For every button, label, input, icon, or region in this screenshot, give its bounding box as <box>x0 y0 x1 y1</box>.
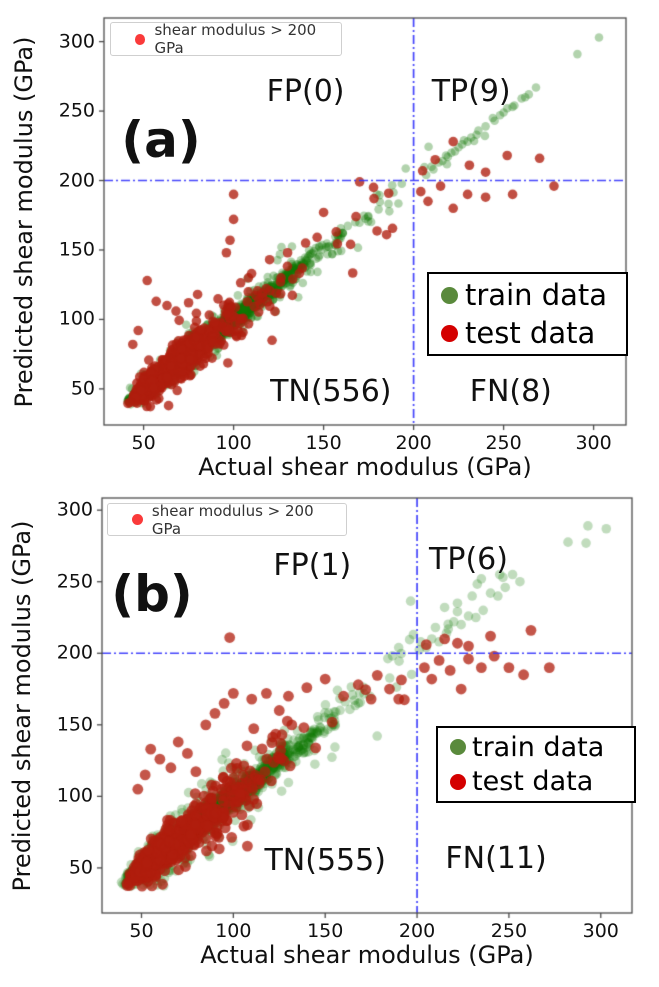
y-tick-label-a-5: 300 <box>58 30 95 53</box>
y-tick-label-b-2: 150 <box>56 713 93 736</box>
quadrant-label-fp-b: FP(1) <box>273 547 352 583</box>
panel-label-a: (a) <box>121 111 201 169</box>
quadrant-label-fp-a: FP(0) <box>266 73 345 109</box>
x-tick-label-a-0: 50 <box>131 432 156 454</box>
legend-a: train data test data <box>427 272 628 356</box>
x-tick-label-b-1: 100 <box>215 920 252 942</box>
y-axis-label-b: Predicted shear modulus (GPa) <box>8 520 36 891</box>
y-tick-label-b-3: 200 <box>56 641 93 664</box>
top-legend-b: shear modulus > 200 GPa <box>107 501 347 538</box>
x-axis-label-b: Actual shear modulus (GPa) <box>200 941 534 969</box>
y-tick-label-a-1: 100 <box>58 307 95 330</box>
x-tick-label-a-2: 150 <box>305 432 342 454</box>
top-legend-label: shear modulus > 200 GPa <box>151 501 314 538</box>
test-marker-icon <box>441 324 458 342</box>
quadrant-label-tn-a: TN(556) <box>270 373 392 409</box>
top-legend-label: shear modulus > 200 GPa <box>154 21 317 57</box>
train-marker-icon <box>441 286 458 304</box>
quadrant-label-tn-b: TN(555) <box>264 842 386 878</box>
x-tick-label-b-3: 200 <box>398 920 436 942</box>
y-tick-label-b-0: 50 <box>68 856 93 879</box>
x-tick-label-a-3: 200 <box>395 432 432 454</box>
x-tick-label-a-5: 300 <box>575 432 612 454</box>
y-tick-label-a-3: 200 <box>58 169 95 192</box>
threshold-marker-icon <box>132 514 143 525</box>
quadrant-label-fn-b: FN(11) <box>445 841 547 877</box>
x-tick-label-b-0: 50 <box>129 920 154 942</box>
y-tick-label-b-4: 250 <box>56 570 93 593</box>
x-tick-label-b-5: 300 <box>582 920 619 942</box>
train-marker-icon <box>450 739 466 756</box>
y-tick-label-a-0: 50 <box>70 377 95 400</box>
legend-item-test-a: test data <box>429 316 626 350</box>
legend-item-label: test data <box>472 766 594 798</box>
test-marker-icon <box>450 773 466 790</box>
quadrant-label-tp-a: TP(9) <box>431 73 511 109</box>
x-tick-label-a-4: 250 <box>485 432 522 454</box>
top-legend-a: shear modulus > 200 GPa <box>110 21 342 57</box>
legend-b: train data test data <box>436 726 636 803</box>
x-tick-label-b-2: 150 <box>307 920 344 942</box>
x-tick-label-a-1: 100 <box>215 432 252 454</box>
quadrant-label-fn-a: FN(8) <box>469 373 552 409</box>
legend-item-train-a: train data <box>429 278 626 312</box>
y-tick-label-a-2: 150 <box>58 238 95 261</box>
y-axis-label-a: Predicted shear modulus (GPa) <box>10 36 38 407</box>
threshold-marker-icon <box>135 33 146 45</box>
legend-item-train-b: train data <box>438 732 634 763</box>
y-tick-label-b-1: 100 <box>56 784 93 807</box>
x-axis-label-a: Actual shear modulus (GPa) <box>198 453 532 481</box>
quadrant-label-tp-b: TP(6) <box>429 542 508 578</box>
legend-item-test-b: test data <box>438 766 634 797</box>
legend-item-label: test data <box>465 316 596 350</box>
panel-label-b: (b) <box>111 565 193 623</box>
x-tick-label-b-4: 250 <box>490 920 528 942</box>
legend-item-label: train data <box>465 278 608 312</box>
y-tick-label-b-5: 300 <box>56 498 93 521</box>
y-tick-label-a-4: 250 <box>58 99 95 122</box>
legend-item-label: train data <box>472 731 605 763</box>
